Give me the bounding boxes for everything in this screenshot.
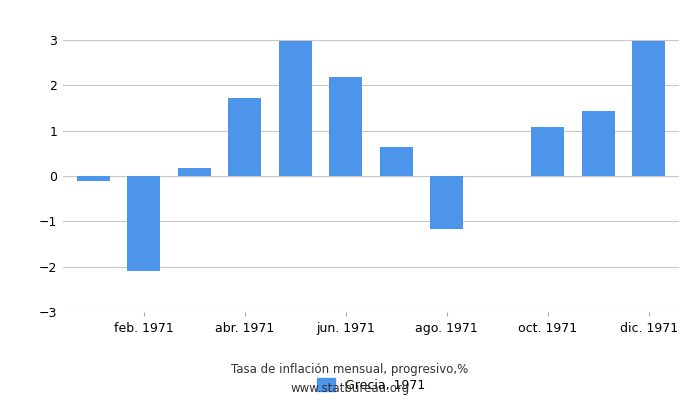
Bar bbox=[228, 98, 261, 176]
Text: Tasa de inflación mensual, progresivo,%: Tasa de inflación mensual, progresivo,% bbox=[232, 364, 468, 376]
Bar bbox=[127, 176, 160, 271]
Bar bbox=[430, 176, 463, 229]
Bar bbox=[329, 77, 362, 176]
Bar bbox=[582, 111, 615, 176]
Bar bbox=[279, 41, 312, 176]
Legend: Grecia, 1971: Grecia, 1971 bbox=[316, 378, 426, 392]
Bar bbox=[531, 126, 564, 176]
Bar bbox=[77, 176, 110, 180]
Bar bbox=[380, 148, 413, 176]
Text: www.statbureau.org: www.statbureau.org bbox=[290, 382, 410, 395]
Bar bbox=[632, 41, 665, 176]
Bar bbox=[178, 168, 211, 176]
